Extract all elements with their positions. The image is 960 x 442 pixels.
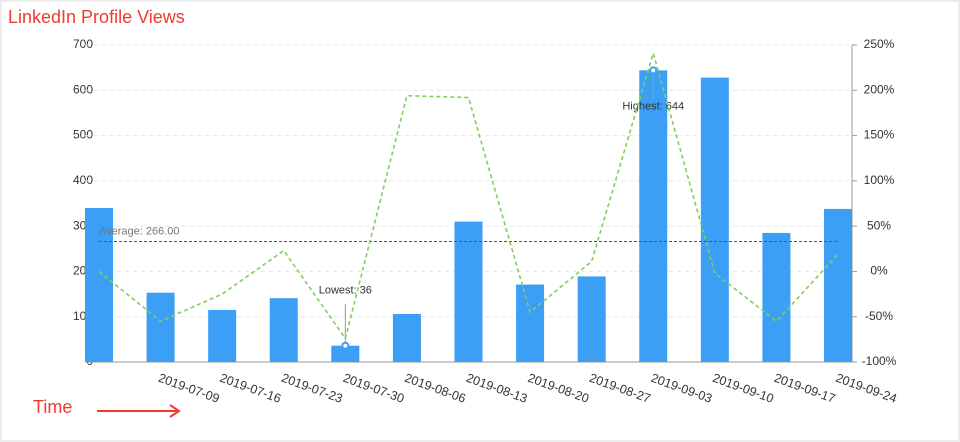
y2-tick-label: 250%	[864, 37, 895, 51]
marker-point	[649, 66, 658, 75]
bar	[577, 276, 606, 362]
y2-tick-label: -50%	[865, 309, 893, 323]
bar	[639, 70, 668, 363]
y2-tick-label: 0%	[870, 264, 888, 278]
arrow	[97, 404, 181, 418]
bar	[824, 208, 852, 362]
y2-tick-label: -100%	[862, 354, 897, 368]
bar	[146, 292, 175, 362]
y2-tick-label: 150%	[864, 128, 895, 142]
bar	[700, 77, 729, 362]
marker-point	[341, 341, 350, 350]
marker-label: Highest: 644	[622, 100, 684, 112]
y-tick-label: 400	[73, 173, 93, 187]
average-label: Average: 266.00	[99, 225, 180, 237]
y2-tick-label: 50%	[867, 218, 891, 232]
chart-title: LinkedIn Profile Views	[8, 7, 185, 27]
bar	[85, 208, 113, 362]
bar	[762, 232, 791, 362]
marker-label: Lowest: 36	[319, 285, 372, 297]
y2-tick-label: 200%	[864, 82, 895, 96]
x-axis-label: Time	[33, 397, 72, 417]
y2-tick-label: 100%	[864, 173, 895, 187]
bar	[208, 309, 237, 362]
bar	[392, 313, 421, 362]
bar	[331, 345, 360, 362]
y-tick-label: 700	[73, 37, 93, 51]
bar	[516, 284, 545, 362]
bar	[454, 221, 483, 362]
bar	[269, 298, 298, 362]
y-tick-label: 500	[73, 128, 93, 142]
y-tick-label: 600	[73, 82, 93, 96]
